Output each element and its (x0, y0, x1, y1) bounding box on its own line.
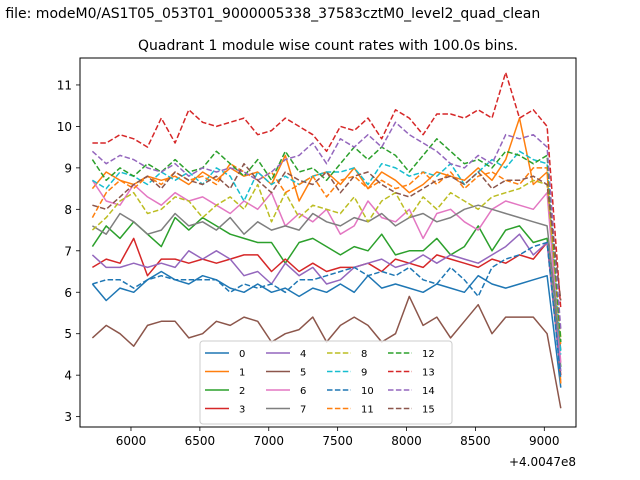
y-tick-label: 10 (57, 120, 72, 134)
x-axis-ticks: 6000 6500 7000 7500 8000 8500 9000 (116, 427, 560, 448)
series-line-14 (91, 121, 562, 330)
series-line-7 (92, 204, 562, 351)
legend-label-7: 7 (300, 405, 306, 416)
legend-label-14: 14 (422, 386, 435, 397)
y-axis-ticks: 3 4 5 6 7 8 9 10 11 (57, 78, 80, 424)
series-line-8 (91, 179, 562, 338)
y-tick-label: 11 (57, 78, 72, 92)
chart-title: Quadrant 1 module wise count rates with … (138, 38, 518, 54)
x-tick-label: 9000 (529, 434, 560, 448)
legend-label-2: 2 (239, 386, 245, 397)
legend-label-1: 1 (239, 368, 245, 379)
legend-label-0: 0 (239, 349, 245, 360)
legend-label-11: 11 (361, 405, 374, 416)
x-tick-label: 7000 (253, 434, 284, 448)
series-line-15 (92, 162, 562, 301)
legend-label-4: 4 (300, 349, 306, 360)
series-line-9 (92, 150, 562, 355)
y-tick-label: 3 (64, 410, 72, 424)
legend-label-13: 13 (422, 368, 435, 379)
x-tick-label: 6000 (116, 434, 147, 448)
y-tick-label: 5 (64, 327, 72, 341)
legend-box (199, 340, 453, 425)
axes-frame (79, 57, 577, 428)
series-line-2 (91, 216, 562, 367)
series-line-10 (92, 241, 562, 380)
series-line-3 (92, 237, 562, 376)
series-line-0 (91, 270, 562, 388)
x-tick-label: 8500 (460, 434, 491, 448)
series-line-4 (91, 233, 562, 372)
legend-label-5: 5 (300, 368, 306, 379)
legend-label-9: 9 (361, 368, 367, 379)
y-tick-label: 7 (64, 244, 72, 258)
legend-label-6: 6 (300, 386, 306, 397)
legend-label-10: 10 (361, 386, 374, 397)
series-line-12 (91, 138, 562, 343)
x-tick-label: 6500 (185, 434, 216, 448)
x-tick-label: 8000 (391, 434, 422, 448)
y-tick-label: 8 (64, 203, 72, 217)
y-tick-label: 9 (64, 161, 72, 175)
legend-label-15: 15 (422, 405, 435, 416)
series-line-13 (92, 71, 562, 309)
legend-label-12: 12 (422, 349, 435, 360)
x-tick-label: 7500 (322, 434, 353, 448)
series-line-11 (91, 162, 562, 347)
y-tick-label: 6 (64, 286, 72, 300)
x-axis-offset-label: +4.0047e8 (509, 455, 576, 469)
chart-suptitle: n file: modeM0/AS1T05_053T01_9000005338_… (0, 6, 540, 22)
legend-label-3: 3 (239, 405, 245, 416)
legend-label-8: 8 (361, 349, 367, 360)
y-tick-label: 4 (64, 369, 72, 383)
